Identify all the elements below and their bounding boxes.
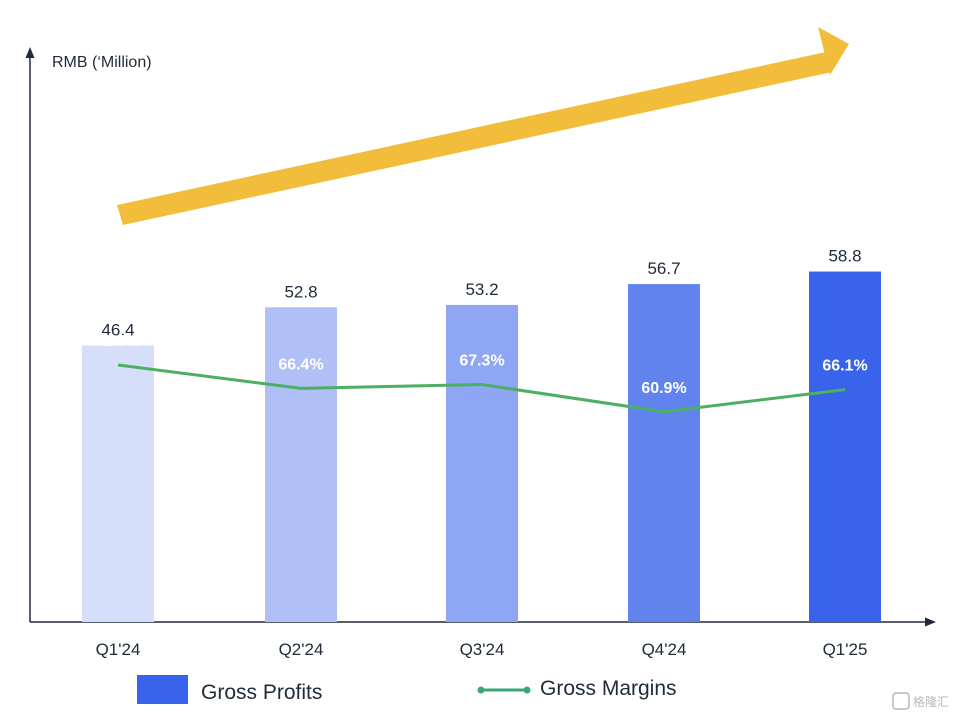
trend-arrow-decoration <box>117 52 832 225</box>
gross-margin-line-layer: 71.9% 66.4% 67.3% 60.9% 66.1% <box>95 333 868 414</box>
x-axis-arrow <box>925 617 936 627</box>
legend-marker-dot <box>523 686 531 694</box>
bar-gross-profit <box>628 284 700 622</box>
bar-gross-profit <box>446 304 518 622</box>
trend-arrow-head <box>818 27 849 75</box>
x-tick-label: Q2'24 <box>279 640 324 659</box>
bar-gross-profit <box>809 271 881 622</box>
bar-value-label: 56.7 <box>647 259 680 278</box>
bar-value-label: 58.8 <box>828 247 861 266</box>
legend: Gross Profits Gross Margins <box>137 675 677 704</box>
gross-margin-label: 60.9% <box>641 380 686 397</box>
legend-label-gross-profits: Gross Profits <box>201 681 322 704</box>
watermark-logo-icon <box>892 692 910 710</box>
bars-layer: 46.4 52.8 53.2 56.7 58.8 <box>82 247 881 622</box>
y-axis-arrow <box>25 47 35 58</box>
legend-marker-dot <box>477 686 485 694</box>
gross-margin-label: 67.3% <box>459 353 504 370</box>
bar-value-label: 53.2 <box>465 280 498 299</box>
legend-marker-gross-profits <box>137 675 188 704</box>
bar-value-label: 46.4 <box>101 320 134 339</box>
gross-margin-label: 66.1% <box>822 358 867 375</box>
legend-label-gross-margins: Gross Margins <box>540 677 677 700</box>
bar-gross-profit <box>265 307 337 622</box>
x-tick-label: Q3'24 <box>460 640 505 659</box>
watermark: 格隆汇 <box>892 692 949 710</box>
watermark-text: 格隆汇 <box>913 694 949 709</box>
x-tick-label: Q1'25 <box>823 640 868 659</box>
gross-margin-label: 71.9% <box>95 333 140 350</box>
x-tick-label: Q4'24 <box>642 640 687 659</box>
gross-margin-label: 66.4% <box>278 356 323 373</box>
x-tick-label: Q1'24 <box>96 640 141 659</box>
y-axis-title: RMB (‘Million) <box>52 54 152 71</box>
bar-gross-profit <box>82 345 154 622</box>
x-tick-labels: Q1'24 Q2'24 Q3'24 Q4'24 Q1'25 <box>96 640 868 659</box>
bar-value-label: 52.8 <box>284 282 317 301</box>
